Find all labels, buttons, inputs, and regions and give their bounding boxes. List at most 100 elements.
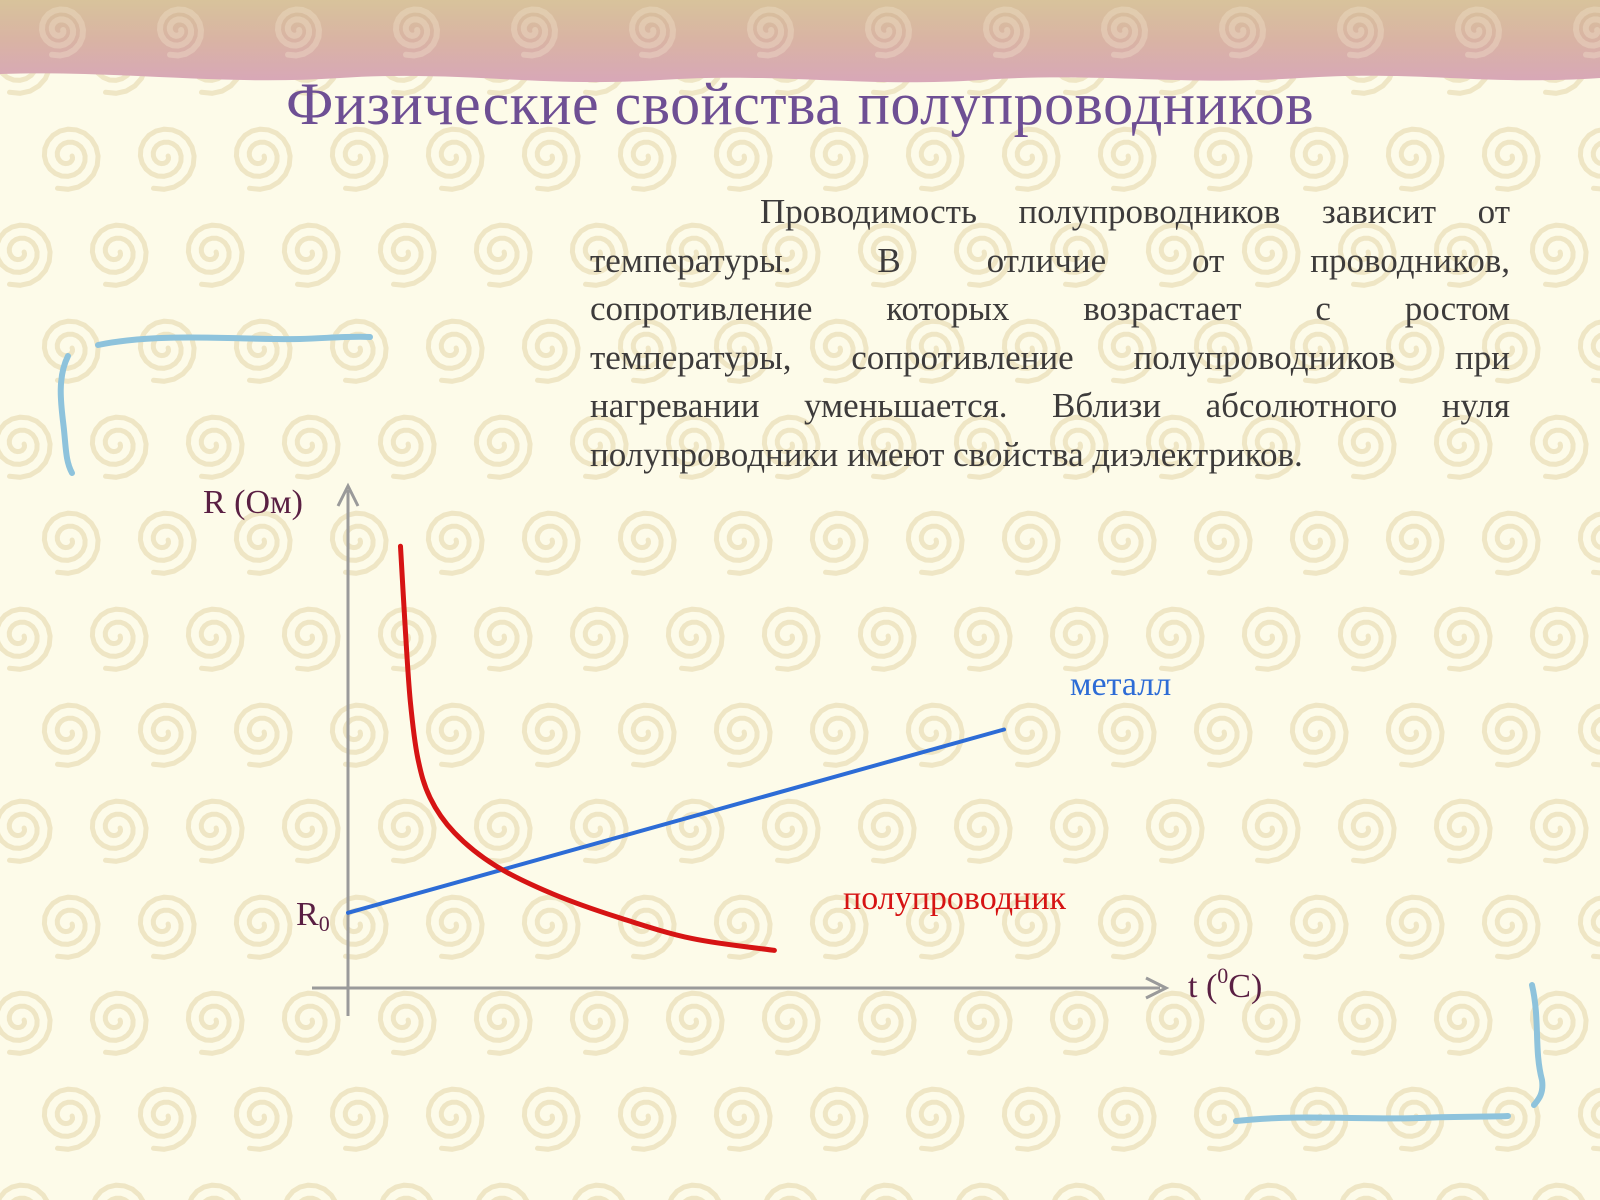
r0-base: R (296, 896, 319, 933)
swirl-ornament (425, 510, 485, 576)
swirl-ornament (1529, 606, 1589, 672)
swirl-ornament (569, 414, 629, 480)
swirl-ornament (809, 702, 869, 768)
swirl-ornament (1481, 702, 1541, 768)
y-axis-label: R (Ом) (203, 484, 303, 521)
swirl-ornament (41, 318, 101, 384)
swirl-ornament (1049, 222, 1109, 288)
swirl-ornament (761, 606, 821, 672)
swirl-ornament (521, 702, 581, 768)
swirl-ornament (377, 414, 437, 480)
swirl-ornament (953, 606, 1013, 672)
swirl-ornament (1289, 510, 1349, 576)
swirl-ornament (1289, 318, 1349, 384)
swirl-ornament (1577, 1087, 1600, 1152)
swirl-ornament (1001, 126, 1061, 192)
swirl-ornament (473, 990, 533, 1056)
swirl-ornament (1340, 1182, 1394, 1200)
swirl-ornament (185, 414, 245, 480)
swirl-ornament (1001, 702, 1061, 768)
swirl-ornament (1385, 510, 1445, 576)
swirl-ornament (617, 1086, 677, 1152)
swirl-ornament (1289, 1086, 1349, 1152)
swirl-ornament (1577, 319, 1600, 384)
swirl-ornament (953, 414, 1013, 480)
swirl-ornament (569, 606, 629, 672)
swirl-ornament (1337, 798, 1397, 864)
swirl-ornament (41, 510, 101, 576)
swirl-ornament (1433, 990, 1493, 1056)
swirl-ornament (476, 1182, 530, 1200)
swirl-ornament (1436, 1182, 1490, 1200)
band-swirl (982, 6, 1031, 59)
swirl-ornament (1532, 1182, 1586, 1200)
swirl-ornament (281, 798, 341, 864)
swirl-ornament (185, 990, 245, 1056)
swirl-ornament (233, 1086, 293, 1152)
swirl-ornament (857, 798, 917, 864)
band-swirl (1454, 6, 1503, 59)
swirl-ornament (1481, 894, 1541, 960)
swirl-ornament (521, 1086, 581, 1152)
swirl-ornament (953, 990, 1013, 1056)
swirl-ornament (1193, 702, 1253, 768)
swirl-ornament (857, 606, 917, 672)
swirl-ornament (1385, 318, 1445, 384)
swirl-ornament (41, 702, 101, 768)
swirl-ornament (425, 1086, 485, 1152)
series-label-semiconductor: полупроводник (843, 880, 1066, 917)
bracket-top-left (95, 333, 373, 348)
swirl-ornament (665, 222, 725, 288)
swirl-ornament (1145, 606, 1205, 672)
swirl-ornament (1577, 895, 1600, 960)
swirl-ornament (617, 702, 677, 768)
paragraph-line: температуры. В отличие от проводников, (590, 240, 1510, 280)
paragraph-line: сопротивление которых возрастает с росто… (590, 289, 1510, 328)
swirl-ornament (1001, 510, 1061, 576)
swirl-ornament (233, 702, 293, 768)
swirl-ornament (521, 126, 581, 192)
band-swirl (510, 6, 559, 59)
swirl-ornament (1097, 318, 1157, 384)
swirl-ornament (1241, 222, 1301, 288)
swirl-ornament (0, 798, 53, 864)
swirl-ornament (713, 1086, 773, 1152)
swirl-ornament (1145, 990, 1205, 1056)
swirl-ornament (185, 606, 245, 672)
swirl-ornament (761, 222, 821, 288)
swirl-ornament (233, 126, 293, 192)
swirl-ornament (1577, 127, 1600, 192)
swirl-ornament (1097, 894, 1157, 960)
swirl-ornament (1097, 510, 1157, 576)
swirl-ornament (0, 1182, 50, 1200)
swirl-ornament (1385, 702, 1445, 768)
swirl-ornament (809, 318, 869, 384)
swirl-ornament (665, 606, 725, 672)
swirl-ornament (473, 606, 533, 672)
series-line-metal (346, 727, 1006, 915)
series-label-metal: металл (1070, 666, 1172, 703)
swirl-ornament (377, 990, 437, 1056)
swirl-ornament (713, 702, 773, 768)
swirl-ornament (569, 222, 629, 288)
paragraph-line: Проводимость полупроводников зависит от (760, 192, 1510, 231)
swirl-ornament (89, 990, 149, 1056)
bracket-bottom-right (1233, 1113, 1511, 1124)
swirl-ornament (1337, 606, 1397, 672)
swirl-ornament (905, 894, 965, 960)
swirl-ornament (1433, 222, 1493, 288)
band-swirl (392, 6, 441, 59)
swirl-ornament (761, 798, 821, 864)
band-swirl (274, 6, 323, 59)
swirl-ornament (0, 222, 53, 288)
swirl-ornament (1097, 702, 1157, 768)
swirl-ornament (377, 222, 437, 288)
swirl-ornament (281, 990, 341, 1056)
swirl-ornament (1385, 1086, 1445, 1152)
swirl-ornament (809, 894, 869, 960)
swirl-ornament (1481, 318, 1541, 384)
swirl-ornament (1289, 126, 1349, 192)
swirl-ornament (281, 414, 341, 480)
swirl-ornament (1049, 414, 1109, 480)
